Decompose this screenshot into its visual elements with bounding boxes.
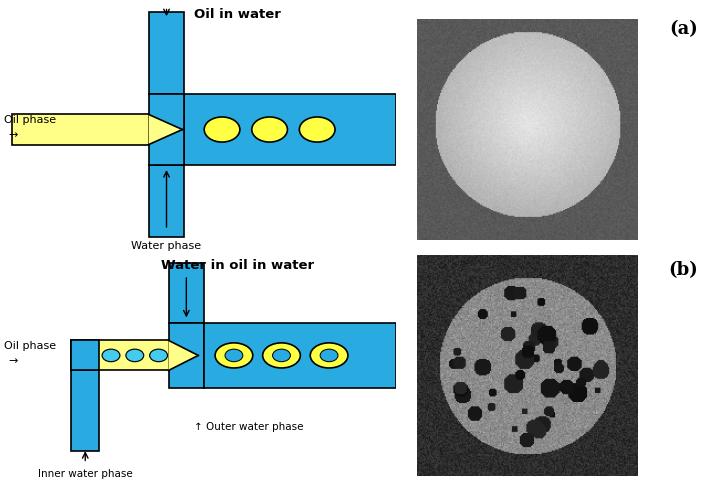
Text: →: → xyxy=(8,130,17,140)
Ellipse shape xyxy=(225,350,243,362)
Bar xyxy=(149,95,184,165)
Bar xyxy=(169,323,204,388)
Ellipse shape xyxy=(263,343,300,368)
Ellipse shape xyxy=(126,350,144,362)
Text: (b): (b) xyxy=(668,261,698,279)
Ellipse shape xyxy=(252,118,287,143)
Bar xyxy=(72,341,99,371)
Bar xyxy=(12,115,149,145)
Ellipse shape xyxy=(102,350,120,362)
Ellipse shape xyxy=(149,350,168,362)
Ellipse shape xyxy=(79,350,96,362)
Text: Inner water phase: Inner water phase xyxy=(38,468,132,478)
Bar xyxy=(184,95,396,165)
Bar xyxy=(149,165,184,238)
Ellipse shape xyxy=(299,118,335,143)
Text: ↑ Outer water phase: ↑ Outer water phase xyxy=(194,421,304,431)
Text: →: → xyxy=(8,356,17,366)
Bar xyxy=(149,13,184,95)
Text: Oil phase: Oil phase xyxy=(4,341,56,351)
Ellipse shape xyxy=(320,350,338,362)
Polygon shape xyxy=(149,115,183,145)
Ellipse shape xyxy=(310,343,348,368)
Ellipse shape xyxy=(273,350,290,362)
Bar xyxy=(169,263,204,323)
Bar xyxy=(72,371,99,451)
Ellipse shape xyxy=(204,118,240,143)
Text: Oil phase: Oil phase xyxy=(4,115,56,125)
Text: Water in oil in water: Water in oil in water xyxy=(161,258,314,271)
Text: (a): (a) xyxy=(669,20,697,38)
Bar xyxy=(204,323,396,388)
Bar xyxy=(72,341,169,371)
Text: Water phase: Water phase xyxy=(132,240,202,250)
Ellipse shape xyxy=(215,343,253,368)
Text: Oil in water: Oil in water xyxy=(195,8,281,21)
Polygon shape xyxy=(169,341,198,371)
